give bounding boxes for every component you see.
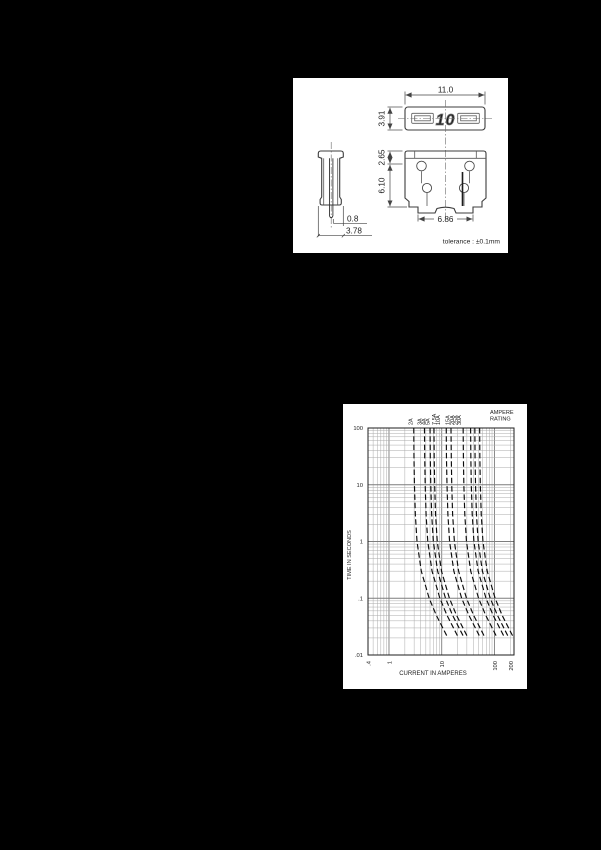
- y-tick-label: .1: [358, 596, 363, 602]
- curve-label-3A: 3A: [417, 418, 423, 425]
- curve-20A: [470, 428, 506, 639]
- curve-label-2A: 2A: [408, 418, 414, 425]
- fuse-front-view: [404, 150, 487, 214]
- x-tick-label: 200: [509, 661, 515, 671]
- curve-label-7.5A: 7.5A: [432, 413, 438, 425]
- time-current-chart-panel: 2A 3A 4A 5A 7.5A 10A 15A 20A 25A 30A AMPERE RATING 1…: [343, 404, 527, 689]
- curve-3A: [423, 428, 460, 639]
- dim-blade-thickness: [332, 219, 367, 224]
- centerlines: [330, 100, 492, 228]
- curve-2A: [413, 428, 449, 639]
- curve-label-15A: 15A: [446, 415, 452, 425]
- curve-label-4A: 4A: [421, 418, 427, 425]
- plot-frame: [367, 427, 515, 656]
- dim-height-top-label: 3.91: [378, 110, 387, 126]
- dim-terminal-span: [417, 214, 474, 222]
- y-axis-title: TIME IN SECONDS: [347, 530, 353, 580]
- dim-upper-height: [387, 150, 403, 165]
- curve-label-30A: 30A: [457, 415, 463, 425]
- curve-25A: [474, 428, 510, 639]
- legend-title-line: RATING: [490, 417, 511, 423]
- curve-label-10A: 10A: [436, 415, 442, 425]
- grid: [367, 427, 514, 656]
- blade-terminal: [329, 158, 334, 219]
- dim-lower-height-label: 6.10: [378, 177, 387, 193]
- x-tick-label: 100: [493, 661, 499, 671]
- dim-height-top: [387, 106, 403, 131]
- curve-4A: [429, 428, 465, 639]
- fuse-top-view: 10: [404, 106, 486, 131]
- curve-7.5A: [445, 428, 481, 639]
- curve-label-20A: 20A: [450, 415, 456, 425]
- y-tick-label: 1: [360, 540, 363, 546]
- curve-5A: [433, 428, 469, 639]
- x-tick-label: 10: [440, 661, 446, 667]
- curve-label-5A: 5A: [426, 418, 432, 425]
- curves: [413, 428, 514, 639]
- dim-terminal-span-label: 6.86: [438, 215, 454, 224]
- dim-width-top-label: 11.0: [438, 86, 454, 95]
- curve-30A: [479, 428, 514, 639]
- dim-width-top: [404, 91, 486, 105]
- y-tick-label: 10: [357, 483, 363, 489]
- dim-lower-height: [387, 164, 407, 208]
- curve-label-25A: 25A: [454, 415, 460, 425]
- legend-title-line: AMPERE: [490, 410, 514, 416]
- x-axis-title: CURRENT IN AMPERES: [399, 671, 467, 677]
- x-tick-label: .4: [367, 660, 373, 666]
- dim-blade-thickness-label: 0.8: [347, 214, 359, 223]
- dim-side-width: [316, 206, 372, 238]
- fuse-drawing: 10 11.0 3.91: [316, 86, 501, 246]
- y-tick-label: .01: [355, 653, 363, 659]
- fuse-drawing-panel: 10 11.0 3.91: [293, 78, 508, 253]
- fuse-side-view: [317, 150, 344, 219]
- curve-15A: [462, 428, 498, 639]
- fuse-marking: 10: [436, 112, 456, 129]
- x-tick-label: 1: [387, 661, 393, 664]
- dim-upper-height-label: 2.65: [378, 149, 387, 165]
- curve-10A: [450, 428, 486, 639]
- tolerance-note: tolerance : ±0.1mm: [443, 239, 501, 246]
- dim-side-width-label: 3.78: [346, 227, 362, 236]
- y-tick-label: 100: [353, 426, 363, 432]
